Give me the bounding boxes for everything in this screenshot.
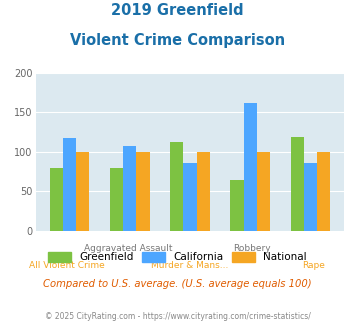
Bar [63,138,76,231]
Text: © 2025 CityRating.com - https://www.cityrating.com/crime-statistics/: © 2025 CityRating.com - https://www.city… [45,312,310,321]
Text: All Violent Crime: All Violent Crime [28,261,104,270]
Text: Robbery: Robbery [233,244,271,253]
Bar [110,168,123,231]
Text: Murder & Mans...: Murder & Mans... [151,261,229,270]
Bar [290,137,304,231]
Bar [170,142,183,231]
Text: Rape: Rape [302,261,325,270]
Bar [50,168,63,231]
Bar [257,152,270,231]
Bar [76,152,89,231]
Bar [317,152,330,231]
Bar [136,152,149,231]
Text: Violent Crime Comparison: Violent Crime Comparison [70,33,285,48]
Bar [230,180,244,231]
Legend: Greenfield, California, National: Greenfield, California, National [44,248,311,267]
Text: Compared to U.S. average. (U.S. average equals 100): Compared to U.S. average. (U.S. average … [43,279,312,289]
Bar [197,152,210,231]
Text: 2019 Greenfield: 2019 Greenfield [111,3,244,18]
Bar [244,103,257,231]
Bar [183,163,197,231]
Bar [304,163,317,231]
Bar [123,146,136,231]
Text: Aggravated Assault: Aggravated Assault [84,244,173,253]
